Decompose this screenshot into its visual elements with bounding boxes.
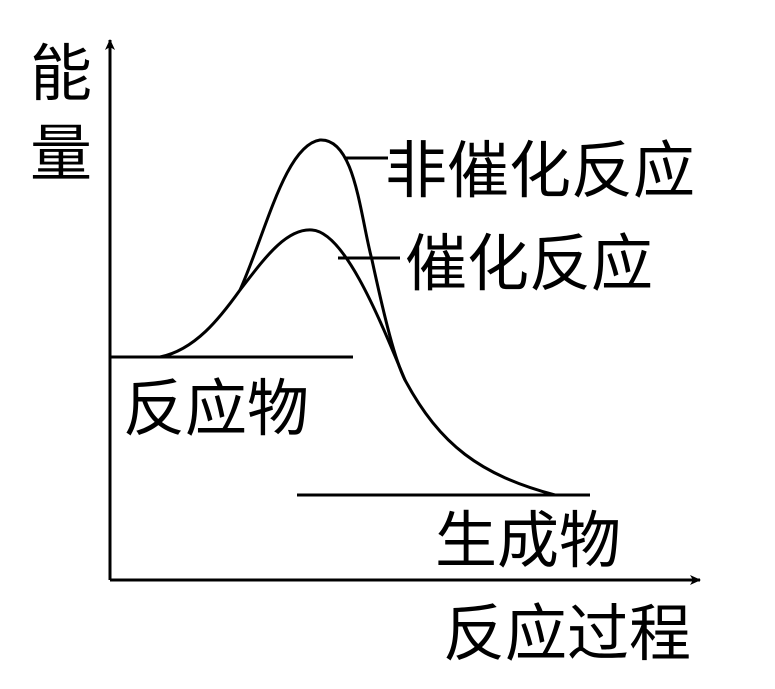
y-axis-label-1: 能 xyxy=(30,37,92,110)
catalyzed-label: 催化反应 xyxy=(405,227,653,300)
y-axis-label-2: 量 xyxy=(30,117,92,190)
products-label: 生成物 xyxy=(435,504,621,577)
catalyzed-curve xyxy=(238,228,407,381)
uncatalyzed-curve xyxy=(159,138,556,497)
x-axis-label: 反应过程 xyxy=(443,597,691,670)
reactants-label: 反应物 xyxy=(123,372,309,445)
uncatalyzed-label: 非催化反应 xyxy=(385,134,695,207)
